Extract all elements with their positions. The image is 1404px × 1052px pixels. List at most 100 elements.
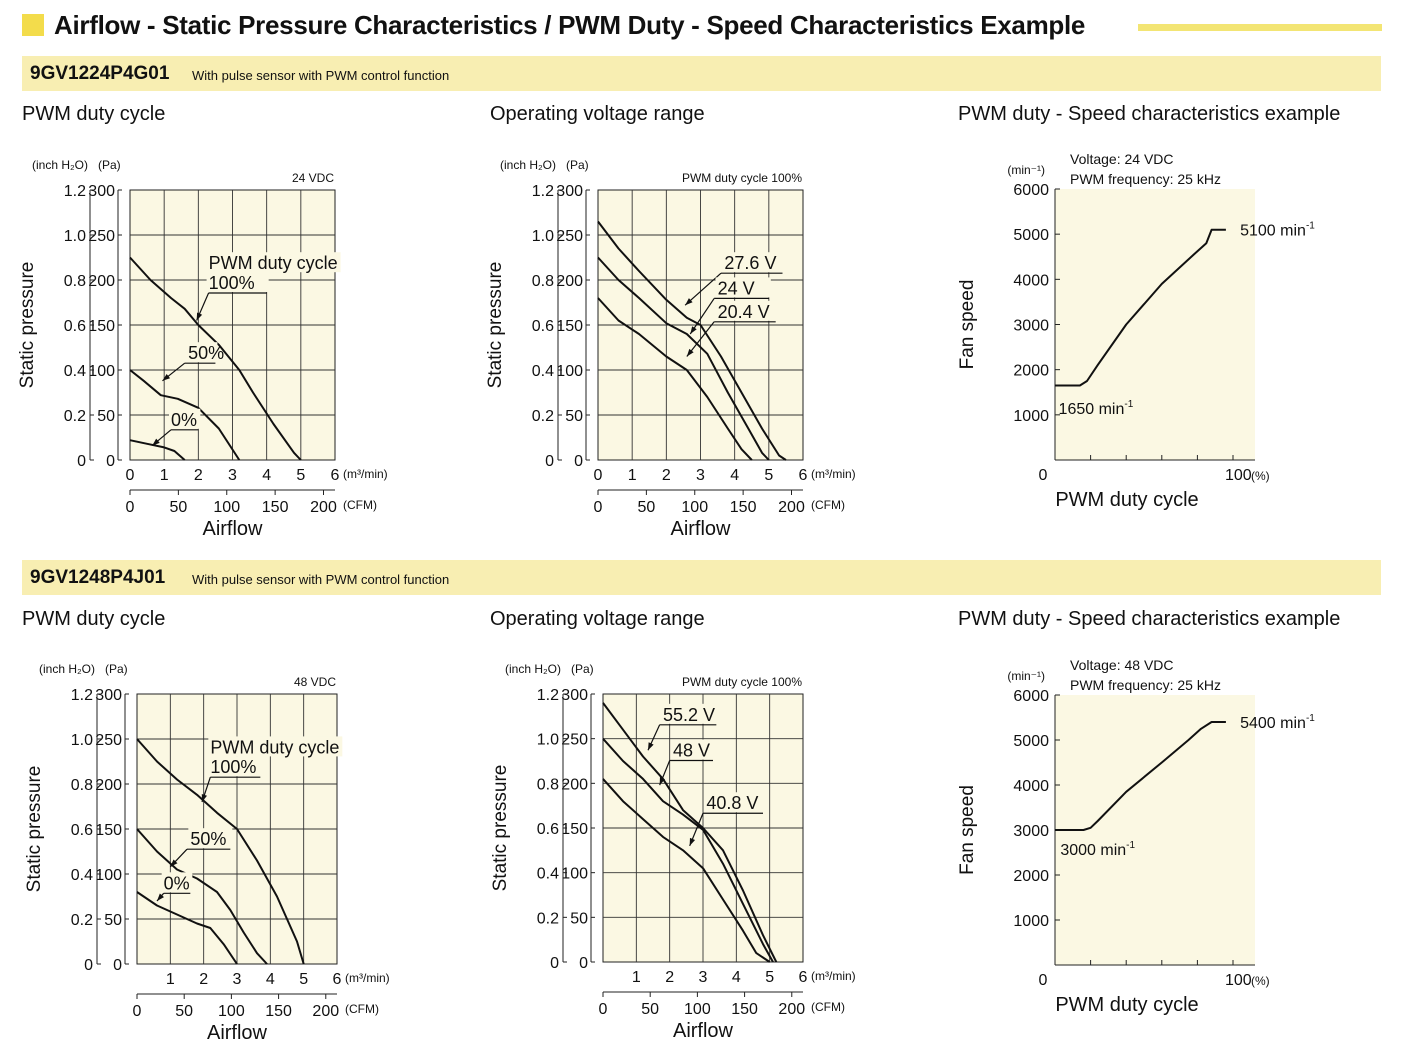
arrow-head: [162, 373, 171, 381]
x-tick-label: 6: [333, 971, 342, 988]
y2-tick-label: 0.6: [71, 822, 93, 839]
x-tick-label: 0: [1039, 467, 1048, 484]
y-tick-label: 0: [579, 955, 588, 972]
series-line-100-: [136, 738, 305, 965]
x-unit-label: (m³/min): [343, 467, 388, 481]
series-label: 24 V: [718, 278, 755, 298]
x-tick-label: 100: [1225, 467, 1252, 484]
y2-unit-label: (inch H₂O): [500, 158, 556, 172]
label-background: [715, 300, 778, 321]
x2-tick-label: 150: [731, 1001, 758, 1018]
x-tick-label: 2: [194, 467, 203, 484]
y2-tick-label: 0.4: [64, 363, 86, 380]
series-label: 100%: [210, 757, 256, 777]
arrow-head: [689, 837, 696, 846]
label-background: [704, 792, 765, 813]
y-tick-label: 250: [556, 228, 583, 245]
y-tick-label: 0: [106, 453, 115, 470]
series-line-speed: [1055, 721, 1226, 831]
y-unit-label: (Pa): [566, 158, 589, 172]
y-tick-label: 2000: [1013, 868, 1049, 885]
y-axis-title: Fan speed: [957, 785, 978, 875]
y-tick-label: 300: [556, 183, 583, 200]
x-unit-label: (m³/min): [345, 971, 390, 985]
label-background: [722, 252, 785, 273]
series-line-0-: [136, 891, 238, 965]
y-tick-label: 250: [561, 732, 588, 749]
x-tick-label: 6: [799, 467, 808, 484]
x-tick-label: 4: [730, 467, 739, 484]
series-label: 55.2 V: [663, 705, 715, 725]
x-tick-label: 3: [233, 971, 242, 988]
arrow-head: [157, 893, 164, 901]
x2-tick-label: 150: [730, 499, 757, 516]
series-line-50-: [129, 369, 241, 461]
x-tick-label: 3: [696, 467, 705, 484]
y2-tick-label: 1.2: [71, 687, 93, 704]
y-tick-label: 200: [561, 776, 588, 793]
y2-tick-label: 1.0: [537, 732, 559, 749]
x2-tick-label: 0: [126, 499, 135, 516]
x2-tick-label: 50: [169, 499, 187, 516]
y-axis-title: Static pressure: [485, 262, 506, 389]
x2-unit-label: (CFM): [811, 498, 845, 512]
label-background: [186, 342, 218, 363]
y-tick-label: 50: [97, 408, 115, 425]
x-tick-label: 4: [732, 969, 741, 986]
x2-tick-label: 0: [599, 1001, 608, 1018]
y-tick-label: 6000: [1013, 688, 1049, 705]
chart-title-pwm-duty: PWM duty cycle: [22, 608, 166, 630]
x2-tick-label: 100: [213, 499, 240, 516]
x-tick-label: 2: [662, 467, 671, 484]
chart-note: Voltage: 24 VDC: [1070, 151, 1174, 167]
x-axis-title: Airflow: [202, 518, 263, 540]
y-tick-label: 150: [88, 318, 115, 335]
arrow-head: [690, 326, 697, 334]
y2-tick-label: 1.0: [71, 732, 93, 749]
arrow-head: [201, 794, 207, 802]
series-label: 40.8 V: [706, 793, 758, 813]
x-unit-label: (m³/min): [811, 467, 856, 481]
y-tick-label: 150: [561, 821, 588, 838]
y-tick-label: 100: [556, 363, 583, 380]
series-label: PWM duty cycle: [210, 737, 339, 757]
y2-tick-label: 0.4: [537, 866, 559, 883]
x-tick-label: 2: [199, 971, 208, 988]
y2-tick-label: 1.0: [532, 228, 554, 245]
series-line-20-4-V: [597, 297, 753, 461]
y-tick-label: 300: [95, 687, 122, 704]
chart-note: PWM frequency: 25 kHz: [1070, 677, 1221, 693]
x2-tick-label: 50: [637, 499, 655, 516]
y2-tick-label: 0.2: [537, 910, 559, 927]
y-tick-label: 250: [88, 228, 115, 245]
label-background: [206, 272, 269, 292]
series-line-40-8-V: [602, 778, 771, 963]
chart-title-voltage-range: Operating voltage range: [490, 103, 705, 125]
y2-tick-label: 0.8: [537, 776, 559, 793]
x2-tick-label: 200: [778, 499, 805, 516]
header-accent-bar: [1138, 24, 1382, 31]
x-axis-title: PWM duty cycle: [1055, 994, 1198, 1016]
x-tick-label: 0: [594, 467, 603, 484]
x-tick-label: 5: [765, 969, 774, 986]
x-axis-title: PWM duty cycle: [1055, 489, 1198, 511]
arrow-head: [659, 777, 666, 786]
label-background: [715, 277, 771, 298]
x2-tick-label: 100: [218, 1003, 245, 1020]
x2-unit-label: (CFM): [343, 498, 377, 512]
series-label: 0%: [164, 873, 190, 893]
y-unit-label: (Pa): [98, 158, 121, 172]
series-label: 0%: [171, 410, 197, 430]
arrow-head: [152, 438, 160, 446]
y-tick-label: 50: [104, 912, 122, 929]
chart-title-pwm-duty: PWM duty cycle: [22, 103, 166, 125]
x-tick-label: 6: [799, 969, 808, 986]
x-tick-label: 1: [628, 467, 637, 484]
series-label: 27.6 V: [724, 253, 776, 273]
plot-area: [1055, 695, 1255, 965]
x2-tick-label: 200: [310, 499, 337, 516]
x-tick-label: 4: [262, 467, 271, 484]
x-tick-label: 0: [126, 467, 135, 484]
arrow-head: [196, 312, 203, 321]
